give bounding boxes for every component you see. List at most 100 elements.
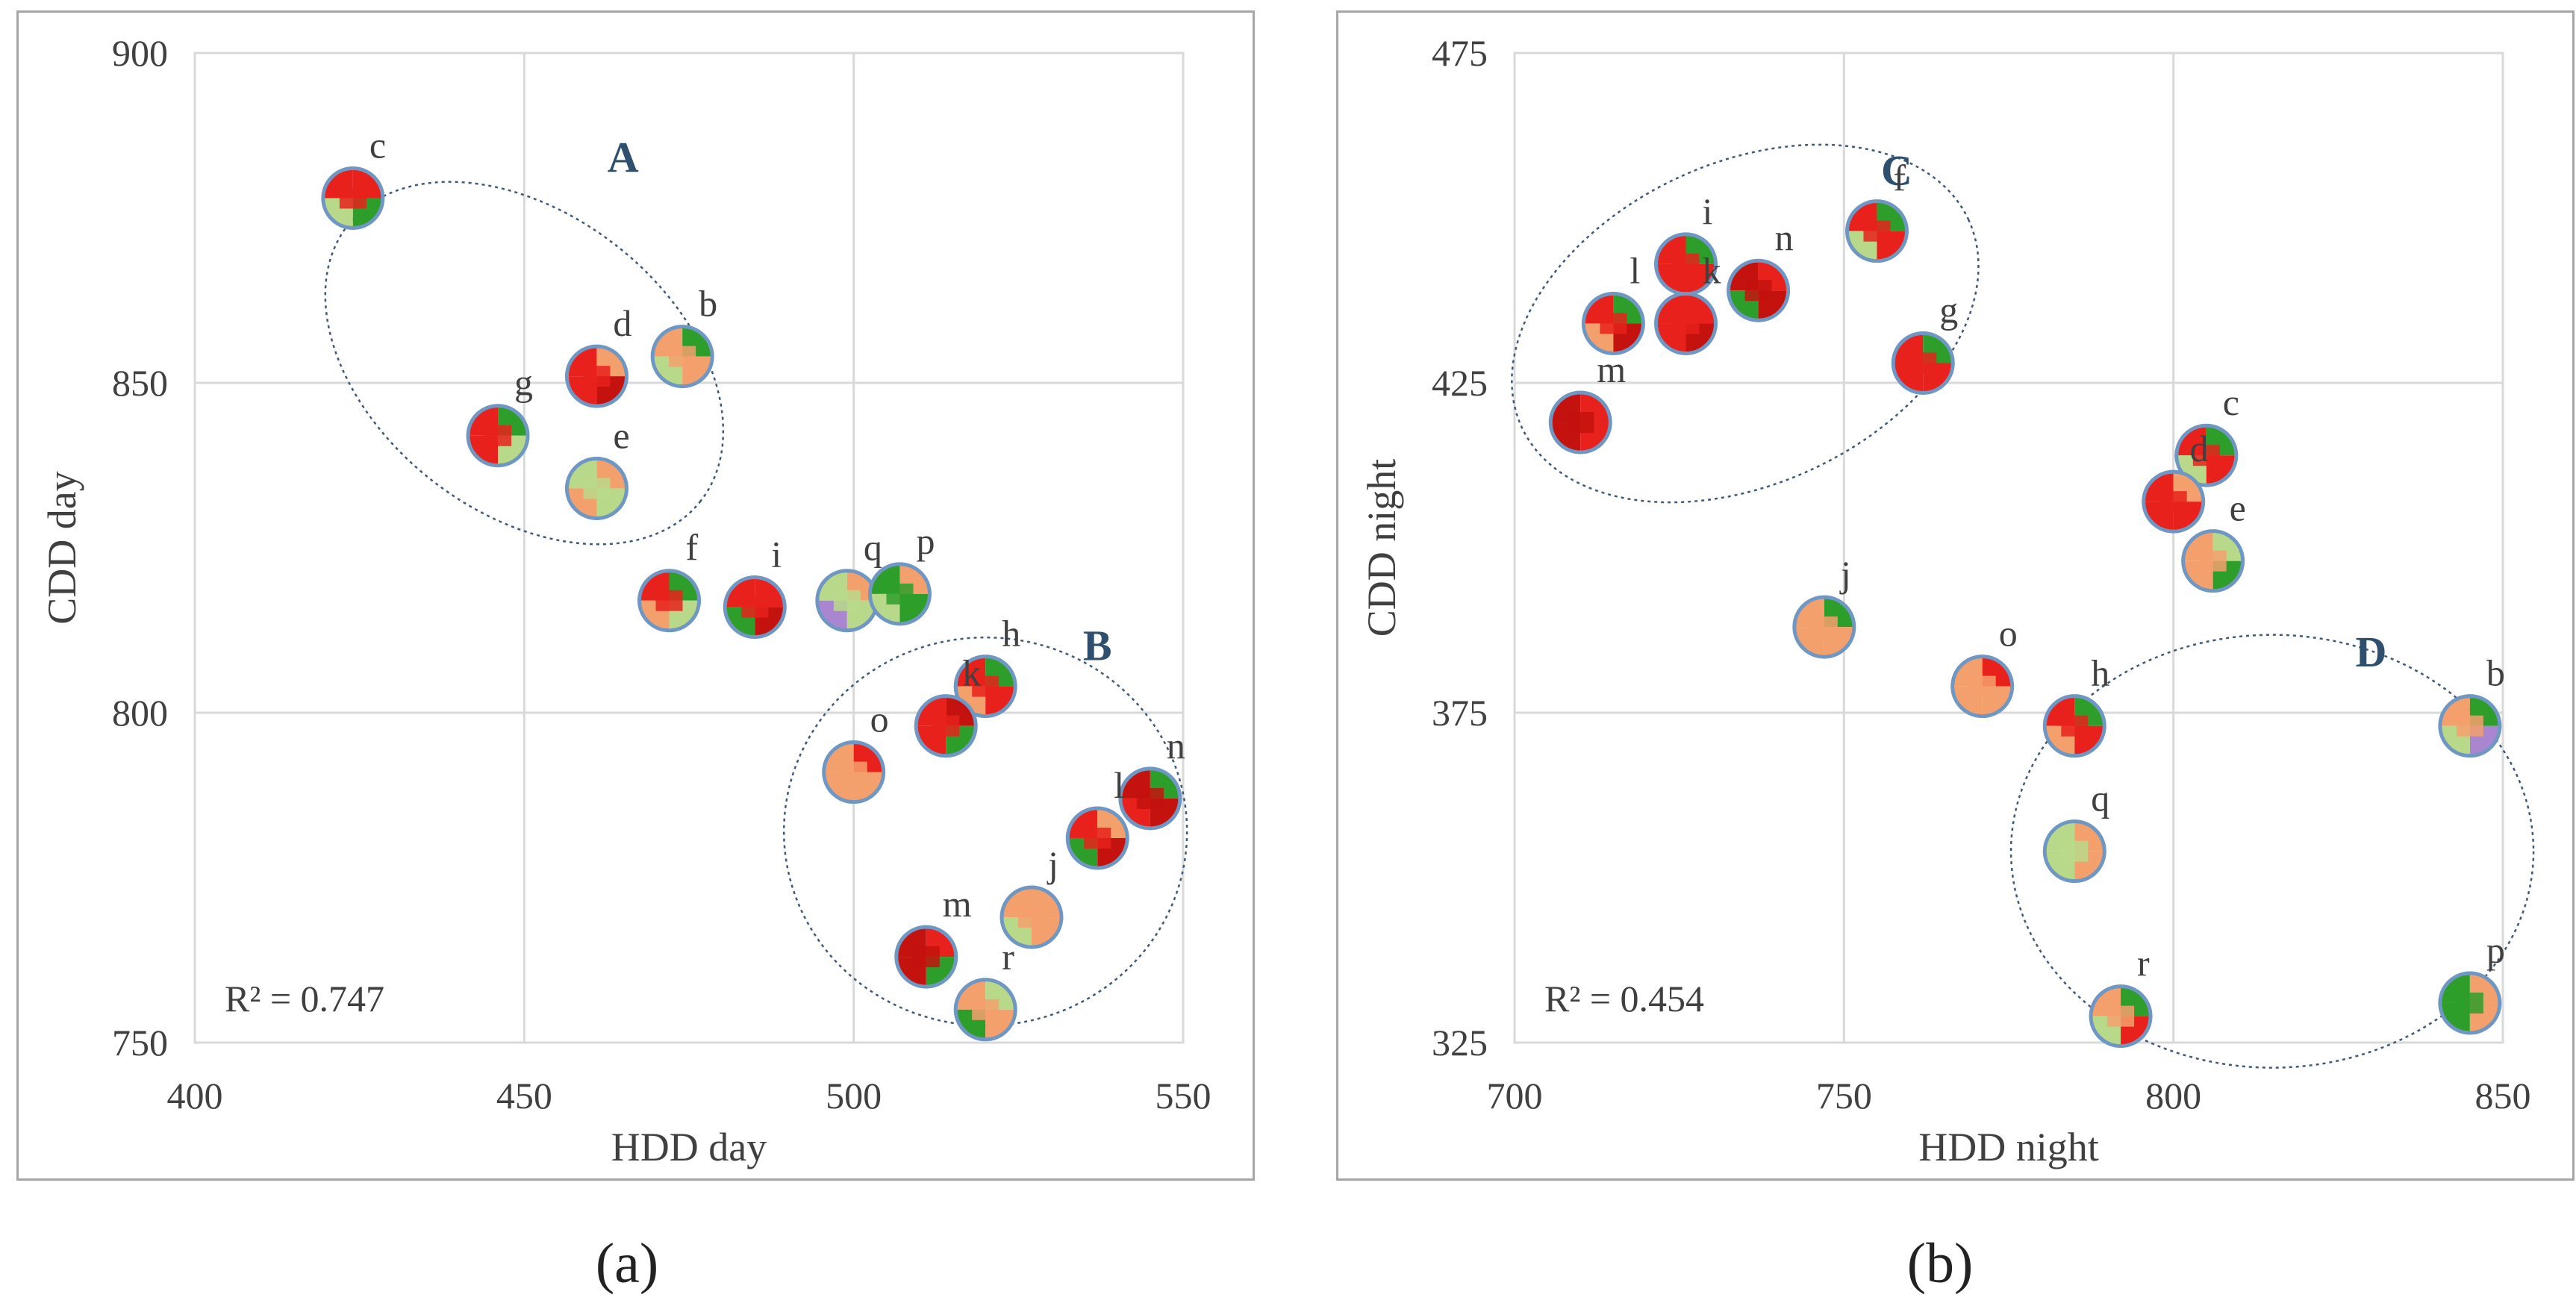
point-label: h [2091, 652, 2109, 694]
point-label: g [1939, 289, 1958, 331]
group-label-A: A [608, 133, 639, 181]
y-tick-label: 800 [112, 692, 168, 734]
point-outline [564, 456, 629, 520]
point-outline [867, 562, 932, 626]
x-tick-label: 450 [496, 1075, 552, 1116]
y-tick-label: 325 [1432, 1022, 1488, 1063]
chart-panel-b: 700 750 800 850 325 375 425 475 HDD night CDD nig… [1336, 10, 2575, 1181]
point-label: o [1999, 613, 2018, 655]
y-tick-label: 750 [112, 1022, 168, 1063]
scatter-chart-b: 700 750 800 850 325 375 425 475 HDD night CDD nig… [1359, 32, 2535, 1169]
point-label: k [962, 652, 981, 694]
point-outline [1950, 655, 2015, 719]
point-outline [2042, 694, 2106, 758]
group-label-B: B [1083, 621, 1112, 669]
point-outline [894, 925, 958, 989]
point-label: q [864, 527, 882, 569]
chart-panel-a: 400 450 500 550 750 800 850 900 HDD day CDD day R²… [16, 10, 1255, 1181]
point-outline [953, 978, 1017, 1042]
x-tick-label: 550 [1156, 1075, 1211, 1116]
point-label: b [699, 283, 717, 325]
point-outline [953, 655, 1017, 719]
point-outline [999, 885, 1064, 949]
point-label: i [771, 534, 782, 575]
point-label: n [1775, 216, 1794, 258]
point-outline [1581, 291, 1645, 355]
point-label: m [1597, 349, 1626, 390]
x-axis-label: HDD day [611, 1125, 767, 1169]
point-label: c [2223, 381, 2239, 423]
point-label: b [2486, 652, 2505, 694]
x-tick-label: 850 [2475, 1075, 2531, 1116]
point-label: h [1002, 613, 1020, 655]
x-axis-label: HDD night [1918, 1125, 2099, 1169]
point-outline [321, 166, 385, 230]
point-label: f [1893, 157, 1906, 199]
point-outline [1065, 806, 1129, 870]
scatter-chart-a: 400 450 500 550 750 800 850 900 HDD day CDD day R²… [40, 32, 1211, 1169]
group-ellipse-C [1511, 143, 1980, 504]
point-outline [1792, 595, 1856, 659]
point-outline [2142, 469, 2206, 534]
point-label: r [2137, 943, 2150, 984]
group-label-D: D [2356, 628, 2387, 676]
point-label: e [2230, 487, 2246, 529]
point-outline [2089, 984, 2153, 1049]
y-tick-label: 900 [112, 32, 168, 74]
point-label: l [1114, 764, 1124, 806]
y-tick-label: 475 [1432, 32, 1488, 74]
r-squared-label: R² = 0.454 [1544, 978, 1704, 1019]
group-label-C: C [1881, 146, 1912, 195]
point-label: r [1002, 936, 1014, 978]
point-outline [650, 325, 714, 389]
point-label: m [943, 883, 972, 925]
point-label: n [1167, 725, 1185, 766]
y-axis-label: CDD day [40, 471, 84, 624]
x-tick-label: 400 [167, 1075, 223, 1116]
point-outline [564, 344, 629, 408]
point-label: q [2091, 778, 2109, 819]
plot-area [193, 51, 1185, 1044]
point-outline [2438, 971, 2502, 1035]
x-tick-label: 700 [1487, 1075, 1543, 1116]
x-tick-label: 800 [2145, 1075, 2201, 1116]
point-label: p [916, 520, 935, 562]
x-tick-label: 750 [1816, 1075, 1872, 1116]
y-axis-label: CDD night [1359, 459, 1404, 637]
point-outline [723, 575, 787, 640]
point-label: d [2190, 428, 2209, 469]
point-label: e [613, 414, 629, 456]
point-outline [637, 569, 702, 633]
point-label: j [1839, 553, 1851, 595]
group-ellipse-D [2009, 634, 2535, 1069]
point-label: p [2486, 929, 2505, 971]
point-label: d [613, 302, 631, 344]
y-tick-label: 850 [112, 362, 168, 404]
point-label: k [1702, 249, 1721, 291]
point-outline [1653, 291, 1718, 355]
point-outline [1548, 390, 1612, 455]
r-squared-label: R² = 0.747 [225, 978, 384, 1019]
point-outline [2438, 694, 2502, 758]
point-outline [2181, 529, 2245, 593]
point-outline [1891, 331, 1955, 395]
caption-a: (a) [595, 1232, 659, 1295]
point-label: f [686, 527, 699, 569]
point-label: o [870, 699, 889, 740]
point-label: l [1630, 249, 1640, 291]
point-label: g [514, 362, 533, 404]
point-outline [2174, 423, 2239, 487]
point-outline [1118, 766, 1182, 831]
y-tick-label: 425 [1432, 362, 1488, 404]
x-tick-label: 500 [826, 1075, 882, 1116]
point-label: c [369, 124, 386, 166]
point-outline [914, 694, 978, 758]
point-outline [1727, 258, 1791, 322]
y-tick-label: 375 [1432, 692, 1488, 734]
point-outline [466, 404, 530, 468]
point-outline [822, 740, 886, 805]
point-label: i [1702, 190, 1712, 232]
point-label: j [1047, 843, 1058, 885]
plot-area [1513, 51, 2504, 1044]
caption-b: (b) [1906, 1232, 1974, 1295]
